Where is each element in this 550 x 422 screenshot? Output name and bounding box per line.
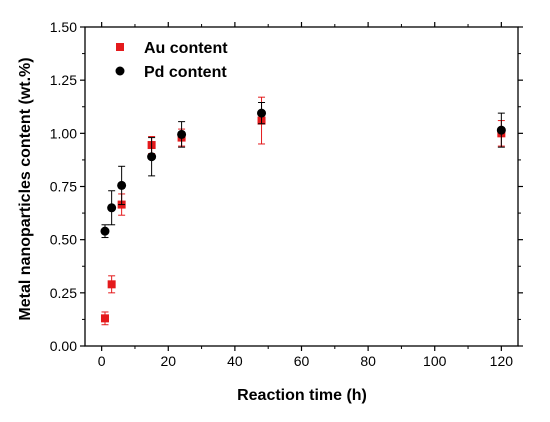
ticks: 0 20 40 60 80 100 120 0.00 0.25 0.50 0.75 1.00 1.25 1… <box>50 19 523 369</box>
pd-point <box>147 152 157 162</box>
legend: Au content Pd content <box>115 40 228 81</box>
x-tick-label: 60 <box>294 353 310 369</box>
au-point <box>107 280 116 289</box>
legend-pd-label: Pd content <box>144 64 227 81</box>
pd-point <box>100 226 110 236</box>
legend-au-label: Au content <box>144 40 228 57</box>
y-tick-label: 1.25 <box>50 72 77 88</box>
y-tick-label: 0.50 <box>50 232 77 248</box>
y-tick-label: 1.50 <box>50 19 77 35</box>
x-tick-label: 40 <box>227 353 243 369</box>
x-tick-label: 100 <box>423 353 447 369</box>
pd-point <box>257 108 267 118</box>
x-axis-title: Reaction time (h) <box>237 387 367 404</box>
data-marks <box>100 96 506 326</box>
pd-point <box>117 180 127 190</box>
y-tick-label: 0.25 <box>50 285 77 301</box>
legend-au-marker <box>116 43 124 51</box>
legend-pd-marker <box>115 66 125 76</box>
x-tick-label: 20 <box>160 353 176 369</box>
y-tick-label: 1.00 <box>50 125 77 141</box>
au-point <box>100 314 109 323</box>
x-tick-label: 0 <box>98 353 106 369</box>
y-axis-title: Metal nanoparticles content (wt.%) <box>17 57 34 320</box>
x-tick-label: 120 <box>490 353 514 369</box>
y-tick-label: 0.75 <box>50 179 77 195</box>
x-tick-label: 80 <box>360 353 376 369</box>
pd-point <box>496 125 506 135</box>
y-tick-label: 0.00 <box>50 338 77 354</box>
pd-point <box>107 203 117 213</box>
pd-point <box>177 129 187 139</box>
